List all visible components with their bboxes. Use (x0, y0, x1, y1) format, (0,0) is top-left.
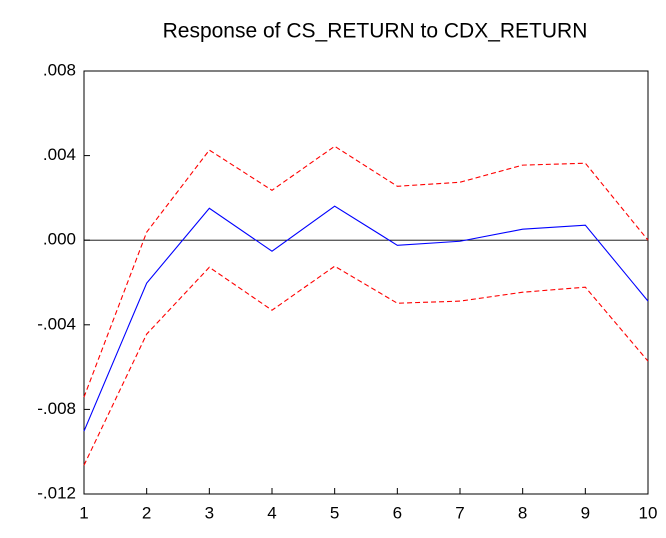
x-tick-label: 2 (142, 503, 151, 522)
x-tick-label: 10 (639, 503, 658, 522)
x-tick-label: 3 (205, 503, 214, 522)
series-line (83, 265, 649, 466)
series-line (83, 145, 649, 398)
y-tick-label: .004 (43, 145, 76, 164)
x-tick-label: 1 (79, 503, 88, 522)
x-tick-label: 4 (267, 503, 276, 522)
x-tick-label: 5 (330, 503, 339, 522)
x-tick-label: 8 (518, 503, 527, 522)
chart-title: Response of CS_RETURN to CDX_RETURN (163, 20, 588, 43)
y-tick-label: .008 (43, 60, 76, 79)
plot-frame (83, 70, 649, 495)
y-tick-label: -.008 (37, 399, 76, 418)
y-tick-label: .000 (43, 230, 76, 249)
x-tick-label: 7 (455, 503, 464, 522)
y-tick-label: -.012 (37, 483, 76, 502)
y-tick-label: -.004 (37, 314, 76, 333)
series-line (83, 205, 649, 432)
x-tick-label: 6 (393, 503, 402, 522)
x-tick-label: 9 (581, 503, 590, 522)
